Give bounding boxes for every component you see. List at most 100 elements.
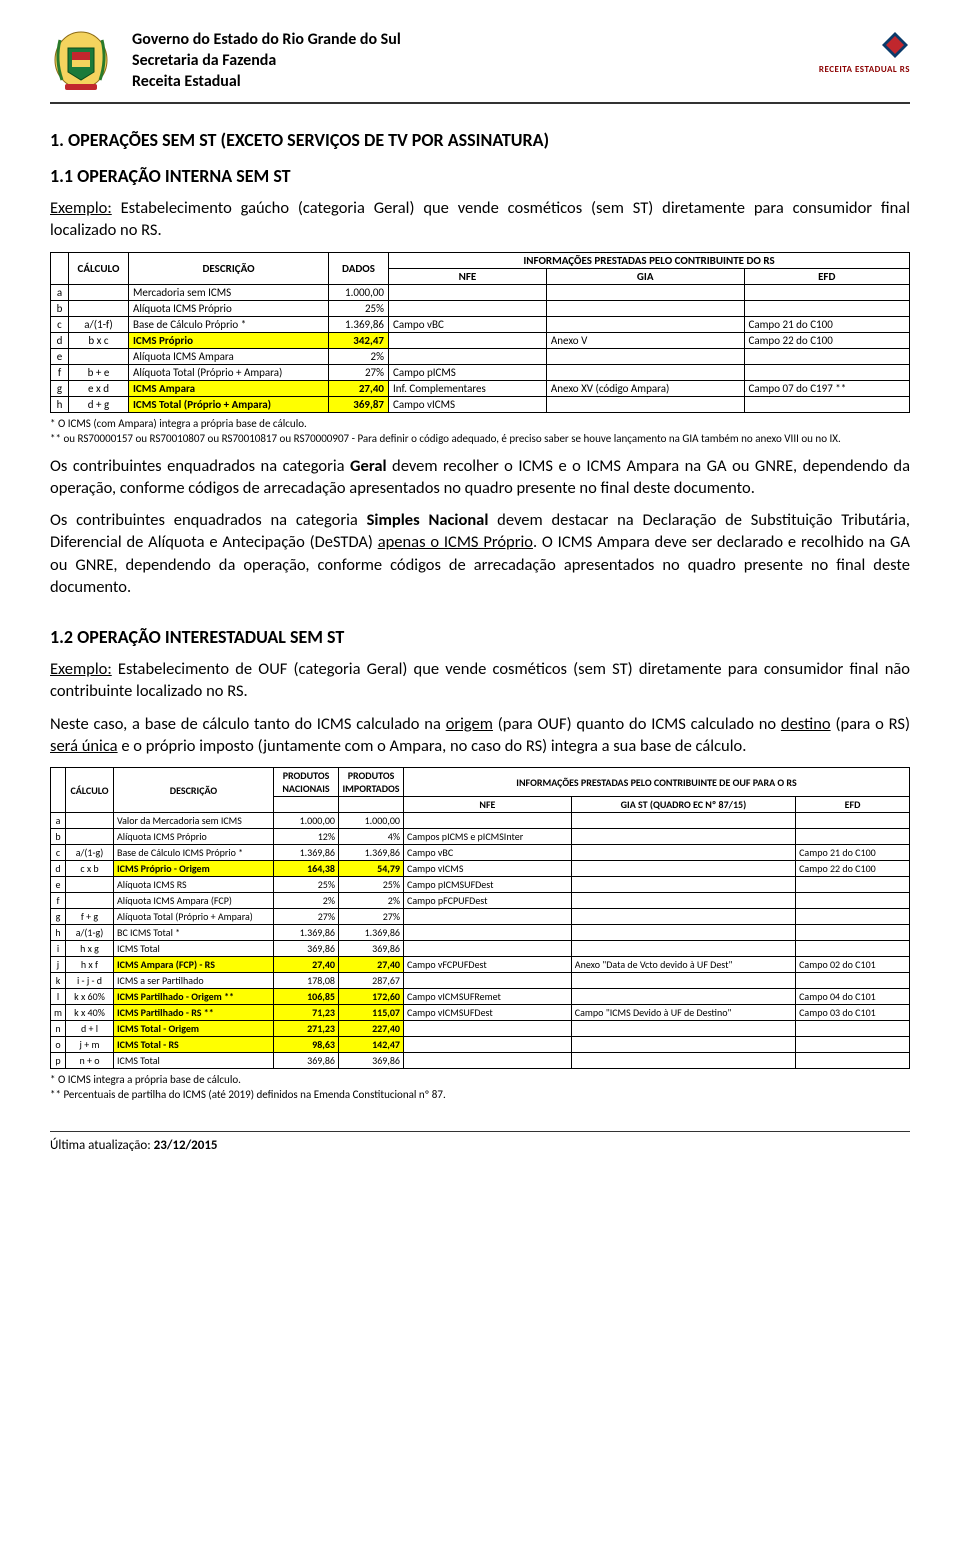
table-cell: 27,40 <box>274 957 339 973</box>
table-cell: p <box>51 1053 66 1069</box>
table-cell: f <box>51 893 66 909</box>
table-cell: 1.369,86 <box>339 845 404 861</box>
table-cell: n + o <box>66 1053 114 1069</box>
table-cell: g <box>51 380 69 396</box>
table-cell <box>404 1053 572 1069</box>
table-cell: 369,87 <box>329 396 389 412</box>
table-cell <box>546 396 744 412</box>
table-cell: a <box>51 813 66 829</box>
table-cell: e <box>51 348 69 364</box>
page-header: Governo do Estado do Rio Grande do Sul S… <box>50 30 910 104</box>
table-cell <box>744 364 910 380</box>
th-efd: EFD <box>744 268 910 284</box>
table-row: aMercadoria sem ICMS1.000,00 <box>51 284 910 300</box>
example-text-12: Estabelecimento de OUF (categoria Geral)… <box>50 659 910 701</box>
table-cell: 178,08 <box>274 973 339 989</box>
table-cell: d + g <box>69 396 129 412</box>
table-cell <box>404 909 572 925</box>
table-cell <box>546 284 744 300</box>
table-cell: m <box>51 1005 66 1021</box>
table-cell: Alíquota ICMS Ampara (FCP) <box>114 893 274 909</box>
table-cell: Alíquota Total (Próprio + Ampara) <box>114 909 274 925</box>
table-cell: 2% <box>274 893 339 909</box>
table-cell <box>571 909 795 925</box>
table-cell: ICMS a ser Partilhado <box>114 973 274 989</box>
table-cell: n <box>51 1021 66 1037</box>
table-cell <box>571 893 795 909</box>
table-row: fb + eAlíquota Total (Próprio + Ampara)2… <box>51 364 910 380</box>
table-cell: 287,67 <box>339 973 404 989</box>
table-cell: a/(1-g) <box>66 925 114 941</box>
table-cell: j + m <box>66 1037 114 1053</box>
table-1: CÁLCULO DESCRIÇÃO DADOS INFORMAÇÕES PRES… <box>50 252 910 413</box>
t2-th-nfe: NFE <box>404 797 572 813</box>
th-gia: GIA <box>546 268 744 284</box>
table-cell <box>571 925 795 941</box>
table-cell: Campo 22 do C100 <box>796 861 910 877</box>
state-crest-icon <box>50 30 112 94</box>
th-info-top: INFORMAÇÕES PRESTADAS PELO CONTRIBUINTE … <box>389 252 910 268</box>
table-cell: e x d <box>69 380 129 396</box>
table-cell: d + l <box>66 1021 114 1037</box>
table-cell: 27,40 <box>329 380 389 396</box>
table-cell: 1.369,86 <box>339 925 404 941</box>
table-cell <box>744 348 910 364</box>
table-cell <box>796 1037 910 1053</box>
table2-footnote-2: ** Percentuais de partilha do ICMS (até … <box>50 1088 910 1101</box>
table-cell: Campo vICMSUFDest <box>404 1005 572 1021</box>
table-cell: c <box>51 845 66 861</box>
table-cell: 27% <box>329 364 389 380</box>
table-cell: f <box>51 364 69 380</box>
table-cell: ICMS Total - RS <box>114 1037 274 1053</box>
table-cell: Campos pICMS e pICMSInter <box>404 829 572 845</box>
section-1-2-example: Exemplo: Estabelecimento de OUF (categor… <box>50 658 910 703</box>
table-cell: k x 40% <box>66 1005 114 1021</box>
table-cell <box>571 1021 795 1037</box>
table-cell: Mercadoria sem ICMS <box>129 284 329 300</box>
table-cell: Campo vICMS <box>389 396 547 412</box>
table-cell: Campo vFCPUFDest <box>404 957 572 973</box>
table-cell: Campo 22 do C100 <box>744 332 910 348</box>
receita-logo: RECEITA ESTADUAL RS <box>770 30 910 75</box>
table-cell: 98,63 <box>274 1037 339 1053</box>
table-row: fAlíquota ICMS Ampara (FCP)2%2%Campo pFC… <box>51 893 910 909</box>
table-row: ha/(1-g)BC ICMS Total *1.369,861.369,86 <box>51 925 910 941</box>
table-cell <box>389 284 547 300</box>
example-label-12: Exemplo: <box>50 659 112 679</box>
table-cell <box>571 989 795 1005</box>
table-row: eAlíquota ICMS RS25%25%Campo pICMSUFDest <box>51 877 910 893</box>
table-cell: 1.000,00 <box>329 284 389 300</box>
table-cell <box>796 877 910 893</box>
page: Governo do Estado do Rio Grande do Sul S… <box>0 0 960 1173</box>
paragraph-simples: Os contribuintes enquadrados na categori… <box>50 509 910 598</box>
footer-label: Última atualização: <box>50 1138 154 1153</box>
table-cell <box>796 973 910 989</box>
table-cell: b x c <box>69 332 129 348</box>
t2-th-info: INFORMAÇÕES PRESTADAS PELO CONTRIBUINTE … <box>404 768 910 797</box>
t2-th-descricao: DESCRIÇÃO <box>114 768 274 813</box>
table-cell: 25% <box>339 877 404 893</box>
table-cell <box>571 973 795 989</box>
table-cell: ICMS Partilhado - RS ** <box>114 1005 274 1021</box>
table-cell: Campo 21 do C100 <box>796 845 910 861</box>
table-cell <box>404 941 572 957</box>
table-cell <box>571 845 795 861</box>
table-cell: ICMS Ampara <box>129 380 329 396</box>
paragraph-geral: Os contribuintes enquadrados na categori… <box>50 455 910 500</box>
header-title-block: Governo do Estado do Rio Grande do Sul S… <box>132 30 770 92</box>
table-cell <box>796 909 910 925</box>
table-cell <box>66 877 114 893</box>
table-cell <box>796 829 910 845</box>
table-row: lk x 60%ICMS Partilhado - Origem **106,8… <box>51 989 910 1005</box>
table-cell <box>571 877 795 893</box>
table-cell: 369,86 <box>274 1053 339 1069</box>
table-cell: l <box>51 989 66 1005</box>
table-row: dc x bICMS Próprio - Origem164,3854,79Ca… <box>51 861 910 877</box>
table-cell <box>571 1053 795 1069</box>
table-cell <box>744 284 910 300</box>
example-label: Exemplo: <box>50 198 112 218</box>
t2-th-imp: PRODUTOS IMPORTADOS <box>339 768 404 797</box>
table-row: oj + mICMS Total - RS98,63142,47 <box>51 1037 910 1053</box>
table-cell: Inf. Complementares <box>389 380 547 396</box>
table-cell: Alíquota ICMS Próprio <box>129 300 329 316</box>
